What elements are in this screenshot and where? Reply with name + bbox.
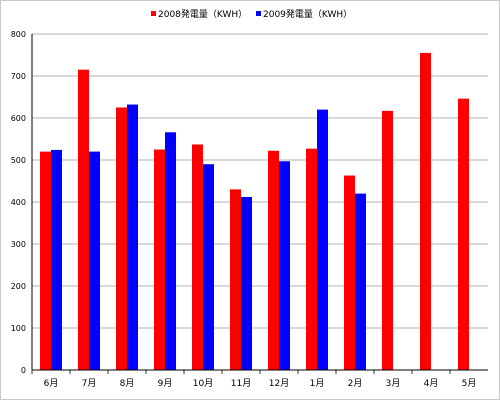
x-tick-label: 1月	[310, 378, 325, 389]
y-tick-label: 500	[11, 156, 26, 165]
legend-swatch	[151, 11, 156, 16]
x-tick-label: 6月	[44, 378, 59, 389]
bar-2008-8	[344, 175, 355, 370]
bar-2009-7	[317, 109, 328, 370]
bar-2009-4	[203, 164, 214, 370]
bar-2008-3	[154, 149, 165, 370]
bar-2009-6	[279, 161, 290, 370]
x-tick-label: 9月	[158, 378, 173, 389]
bar-2009-1	[89, 151, 100, 370]
x-tick-label: 5月	[462, 378, 477, 389]
bar-2008-2	[116, 107, 127, 370]
bar-2009-3	[165, 132, 176, 370]
bar-2008-6	[268, 150, 279, 370]
x-tick-label: 8月	[120, 378, 135, 389]
bar-2009-8	[355, 193, 366, 370]
x-tick-label: 10月	[193, 378, 213, 389]
legend-label: 2008発電量（KWH）	[158, 8, 247, 20]
y-tick-label: 600	[11, 114, 26, 123]
y-tick-label: 700	[11, 72, 26, 81]
x-tick-label: 4月	[424, 378, 439, 389]
bar-2009-5	[241, 196, 252, 370]
x-tick-label: 2月	[348, 378, 363, 389]
bar-2008-9	[382, 110, 393, 371]
bar-2008-5	[230, 189, 241, 370]
legend-swatch	[256, 11, 261, 16]
bar-2008-10	[420, 52, 431, 371]
x-tick-label: 7月	[82, 378, 97, 389]
x-tick-label: 3月	[386, 378, 401, 389]
legend-label: 2009発電量（KWH）	[263, 8, 352, 20]
gridlines	[32, 33, 488, 329]
y-tick-label: 800	[11, 30, 26, 39]
x-tick-label: 11月	[231, 378, 251, 389]
x-axis-ticks: 6月 7月 8月 9月 10月 11月 12月 1月 2月 3月 4月 5月	[31, 370, 477, 389]
bar-2008-0	[40, 151, 51, 370]
bar-2009-2	[127, 104, 138, 370]
y-tick-label: 0	[21, 366, 26, 375]
y-tick-label: 400	[11, 198, 26, 207]
chart-legend: 2008発電量（KWH） 2009発電量（KWH）	[151, 8, 352, 20]
bar-2008-1	[78, 69, 89, 370]
y-tick-label: 200	[11, 282, 26, 291]
y-axis-ticks: 0 100 200 300 400 500 600 700 800	[11, 30, 26, 375]
y-tick-label: 300	[11, 240, 26, 249]
x-tick-label: 12月	[269, 378, 289, 389]
chart-bars	[40, 52, 469, 371]
bar-2008-4	[192, 144, 203, 370]
bar-2008-11	[458, 98, 469, 371]
bar-2008-7	[306, 148, 317, 370]
bar-2009-0	[51, 149, 62, 370]
y-tick-label: 100	[11, 324, 26, 333]
